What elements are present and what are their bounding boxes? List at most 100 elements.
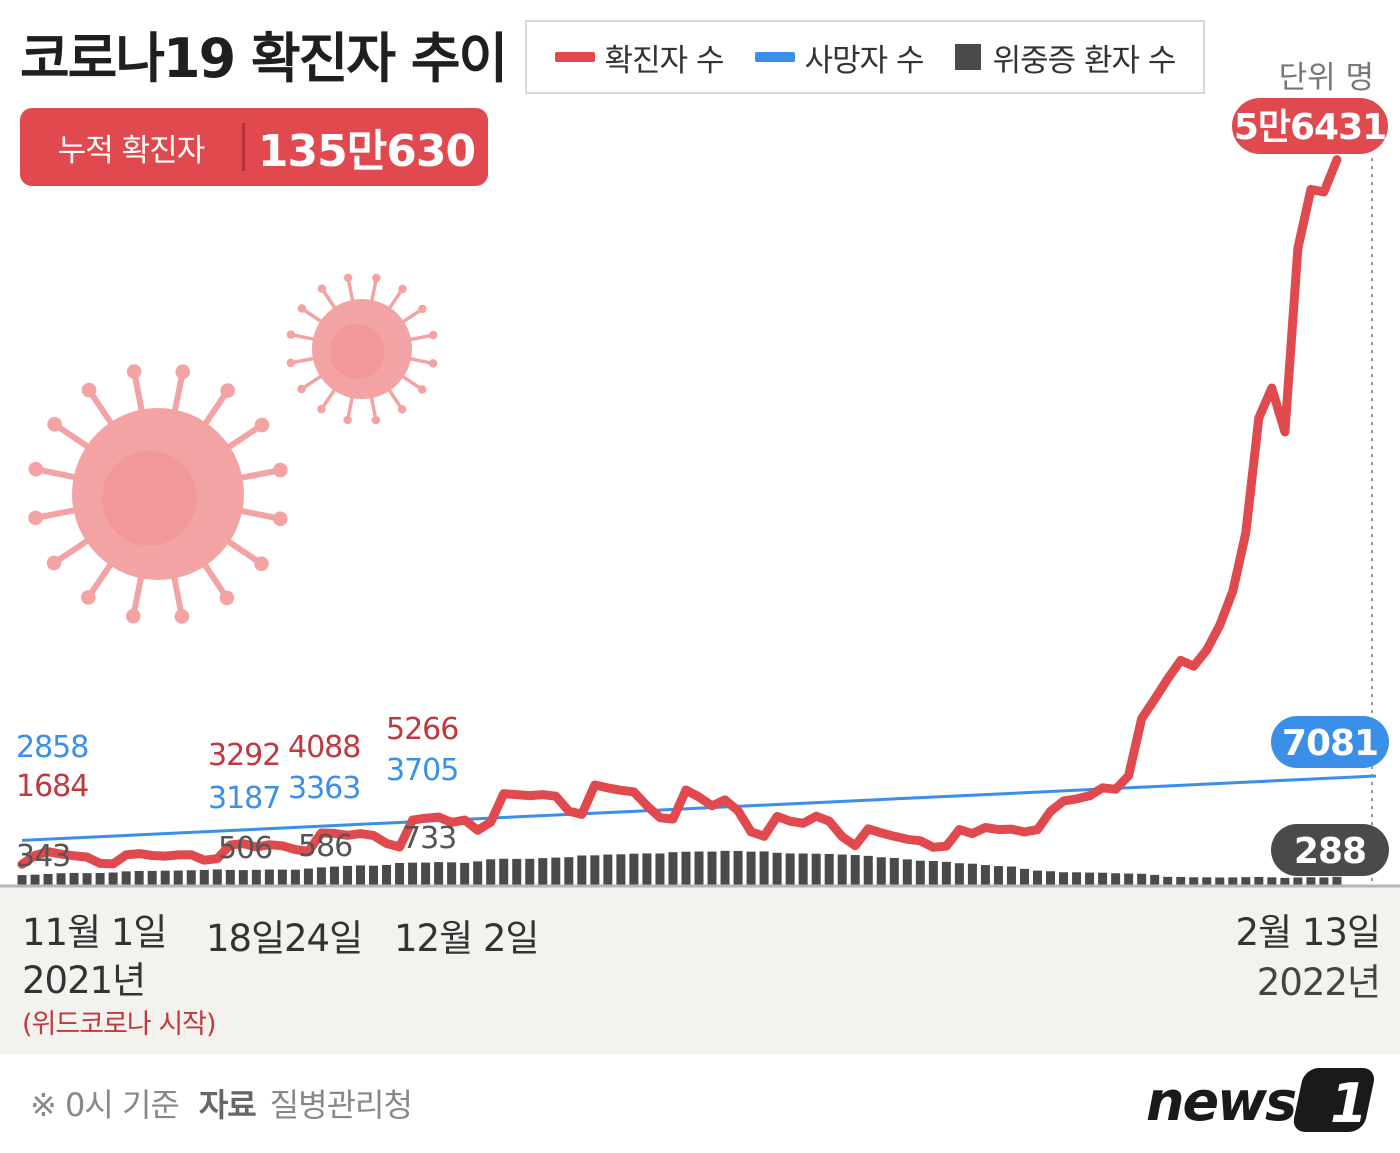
critical-bar	[1228, 877, 1238, 886]
cases-label: 1684	[16, 769, 88, 804]
critical-bar	[811, 853, 821, 886]
legend-item-critical: 위중증 환자 수	[954, 35, 1176, 80]
legend-label-cases: 확진자 수	[604, 42, 725, 79]
critical-bar	[681, 851, 691, 886]
critical-bar	[43, 873, 53, 886]
critical-bar	[876, 857, 886, 886]
legend: 확진자 수 사망자 수 위중증 환자 수	[525, 20, 1205, 94]
source-name: 질병관리청	[269, 1086, 413, 1124]
critical-bar	[551, 857, 561, 886]
virus-illustration	[28, 273, 438, 624]
critical-bar	[1111, 873, 1121, 886]
critical-bar	[837, 854, 847, 886]
critical-bar	[486, 859, 496, 886]
critical-bar	[954, 863, 964, 886]
critical-bar	[382, 864, 392, 886]
with-corona-note: (위드코로나 시작)	[22, 1009, 217, 1040]
deaths-line	[21, 774, 1377, 842]
critical-bar	[733, 850, 743, 886]
critical-bar	[577, 855, 587, 886]
svg-text:7081: 7081	[1282, 723, 1378, 764]
critical-bar	[889, 857, 899, 886]
critical-bar	[707, 851, 717, 886]
cumulative-value: 135만630	[257, 126, 476, 177]
legend-label-deaths: 사망자 수	[804, 42, 925, 79]
critical-bar	[1306, 877, 1316, 886]
cumulative-divider	[242, 123, 245, 171]
critical-bar	[56, 873, 66, 886]
deaths-label: 3363	[288, 771, 360, 806]
critical-bar	[199, 869, 209, 886]
critical-bar	[967, 863, 977, 886]
critical-bar	[303, 868, 313, 886]
critical-bars	[17, 850, 1342, 886]
critical-bar	[251, 869, 261, 886]
critical-bar	[342, 865, 352, 886]
tick-dec2: 12월 2일	[394, 917, 539, 960]
critical-bar	[1254, 876, 1264, 886]
critical-end-badge: 288	[1271, 824, 1389, 876]
critical-bar	[1046, 871, 1056, 886]
critical-bar	[69, 872, 79, 886]
critical-bar	[1215, 877, 1225, 886]
critical-bar	[915, 860, 925, 886]
series-lines	[17, 155, 1377, 869]
critical-bar	[772, 852, 782, 886]
critical-bar	[1085, 872, 1095, 886]
critical-bar	[238, 870, 248, 886]
critical-label: 733	[402, 821, 456, 856]
critical-bar	[512, 858, 522, 886]
critical-bar	[160, 870, 170, 886]
critical-bar	[121, 871, 131, 886]
critical-bar	[1150, 874, 1160, 886]
cases-label: 3292	[208, 738, 280, 773]
critical-bar	[720, 850, 730, 886]
deaths-label: 2858	[16, 730, 88, 765]
critical-bar	[147, 870, 157, 886]
critical-bar	[1098, 872, 1108, 886]
virus-small-icon	[286, 273, 438, 425]
critical-bar	[941, 861, 951, 886]
critical-bar	[173, 870, 183, 886]
deaths-swatch	[754, 52, 795, 62]
critical-bar	[356, 865, 365, 886]
critical-bar	[629, 853, 639, 886]
critical-label: 586	[298, 829, 352, 864]
critical-bar	[30, 874, 40, 886]
legend-item-deaths: 사망자 수	[754, 35, 925, 80]
critical-bar	[538, 858, 548, 886]
tick-start-year: 2021년	[22, 959, 146, 1002]
critical-bar	[82, 873, 92, 886]
critical-bar	[1019, 868, 1029, 886]
critical-bar	[1280, 877, 1290, 886]
critical-bar	[434, 862, 444, 886]
critical-bar	[616, 854, 626, 886]
critical-bar	[1189, 877, 1199, 886]
critical-bar	[1319, 877, 1329, 886]
critical-bar	[694, 851, 704, 886]
svg-text:288: 288	[1294, 831, 1366, 872]
critical-bar	[1241, 877, 1251, 886]
critical-bar	[499, 858, 509, 886]
tick-24: 24일	[284, 917, 363, 960]
source-label: 자료	[198, 1086, 257, 1124]
critical-bar	[1293, 877, 1303, 886]
critical-bar	[759, 851, 769, 886]
critical-bar	[316, 867, 326, 886]
critical-bar	[369, 865, 379, 886]
data-labels: 1684 2858 343 3292 3187 506 4088 3363 586 5266 370…	[16, 712, 459, 874]
critical-bar	[264, 869, 274, 886]
tick-start-date: 11월 1일	[22, 911, 167, 954]
tick-end-date: 2월 13일	[1235, 911, 1381, 954]
svg-text:news: news	[1146, 1070, 1296, 1133]
critical-bar	[108, 872, 118, 886]
cumulative-badge: 누적 확진자 135만630	[20, 108, 488, 186]
virus-large-icon	[28, 364, 288, 624]
critical-bar	[525, 858, 535, 886]
critical-bar	[928, 861, 938, 886]
tick-end-year: 2022년	[1256, 961, 1381, 1004]
legend-item-cases: 확진자 수	[554, 35, 725, 80]
critical-bar	[134, 870, 144, 886]
critical-bar	[1059, 872, 1069, 886]
critical-bar	[590, 855, 600, 886]
